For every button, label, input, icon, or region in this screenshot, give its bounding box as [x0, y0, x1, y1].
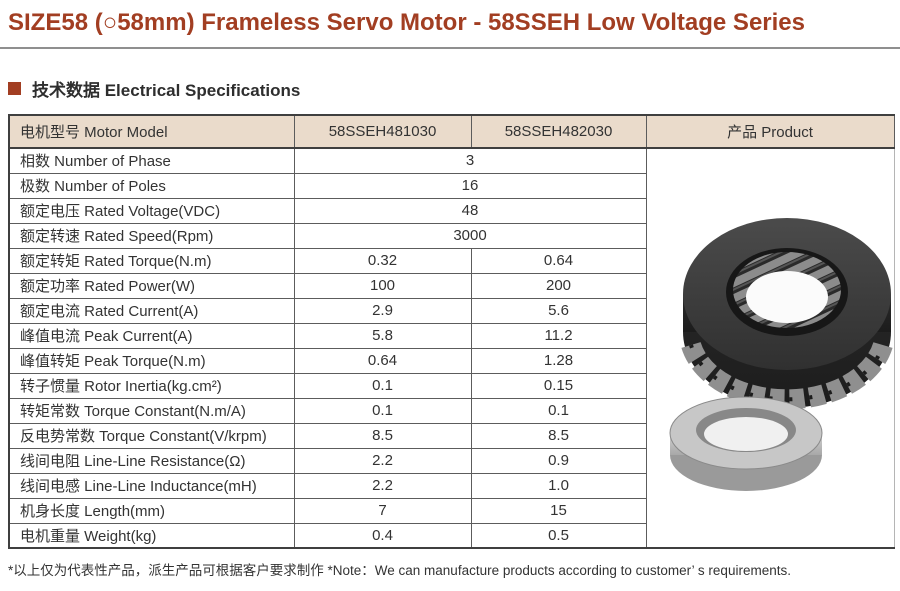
row-value: 0.5 [470, 522, 647, 549]
table-body: 相数 Number of Phase 3 [8, 147, 895, 549]
section-title: 技术数据 Electrical Specifications [32, 81, 301, 100]
row-value: 0.1 [293, 372, 472, 399]
column-header: 58SSEH482030 [470, 114, 647, 149]
rotor-ring-art [669, 396, 823, 491]
row-label: 极数 Number of Poles [8, 172, 295, 199]
row-value: 2.2 [293, 447, 472, 474]
row-label: 转子惯量 Rotor Inertia(kg.cm²) [8, 372, 295, 399]
row-value: 0.4 [293, 522, 472, 549]
row-value: 5.6 [470, 297, 647, 324]
row-value: 0.1 [470, 397, 647, 424]
row-label: 相数 Number of Phase [8, 147, 295, 174]
column-header: 产品 Product [645, 114, 895, 149]
row-value: 11.2 [470, 322, 647, 349]
row-value: 0.15 [470, 372, 647, 399]
row-value: 0.64 [293, 347, 472, 374]
row-value: 1.0 [470, 472, 647, 499]
row-value: 0.32 [293, 247, 472, 274]
datasheet-page: SIZE58 (○58mm) Frameless Servo Motor - 5… [0, 9, 900, 578]
table-row: 相数 Number of Phase 3 [8, 147, 895, 549]
row-value: 0.1 [293, 397, 472, 424]
row-value-merged: 16 [293, 172, 647, 199]
table-row: 额定电流 Rated Current(A) 2.9 5.6 [8, 297, 894, 324]
table-header-row: 电机型号 Motor Model 58SSEH481030 58SSEH482030… [8, 114, 895, 149]
row-label: 机身长度 Length(mm) [8, 497, 295, 524]
table-row: 转矩常数 Torque Constant(N.m/A) 0.1 0.1 [8, 397, 894, 424]
row-value-merged: 3 [293, 147, 647, 174]
row-value-merged: 3000 [293, 222, 647, 249]
table-row: 转子惯量 Rotor Inertia(kg.cm²) 0.1 0.15 [8, 372, 894, 399]
row-label: 峰值转矩 Peak Torque(N.m) [8, 347, 295, 374]
row-value: 200 [470, 272, 647, 299]
row-value: 5.8 [293, 322, 472, 349]
row-value: 100 [293, 272, 472, 299]
row-value: 8.5 [293, 422, 472, 449]
electrical-specifications-table: 电机型号 Motor Model 58SSEH481030 58SSEH482030… [8, 114, 895, 549]
row-label: 额定转速 Rated Speed(Rpm) [8, 222, 295, 249]
row-label: 转矩常数 Torque Constant(N.m/A) [8, 397, 295, 424]
table-row: 线间电阻 Line-Line Resistance(Ω) 2.2 0.9 [8, 447, 894, 474]
row-label: 额定转矩 Rated Torque(N.m) [8, 247, 295, 274]
row-label: 线间电感 Line-Line Inductance(mH) [8, 472, 295, 499]
title-divider [0, 47, 900, 49]
row-value: 2.9 [293, 297, 472, 324]
row-label: 额定电流 Rated Current(A) [8, 297, 295, 324]
table-row: 机身长度 Length(mm) 7 15 [8, 497, 894, 524]
page-title: SIZE58 (○58mm) Frameless Servo Motor - 5… [8, 9, 805, 36]
footnote: *以上仅为代表性产品，派生产品可根据客户要求制作 *Note：We can ma… [8, 563, 791, 578]
row-value: 15 [470, 497, 647, 524]
row-value: 1.28 [470, 347, 647, 374]
row-label: 峰值电流 Peak Current(A) [8, 322, 295, 349]
table-row: 额定转速 Rated Speed(Rpm) 3000 [8, 222, 894, 249]
row-label: 电机重量 Weight(kg) [8, 522, 295, 549]
table-row: 线间电感 Line-Line Inductance(mH) 2.2 1.0 [8, 472, 894, 499]
table-row: 电机重量 Weight(kg) 0.4 0.5 [8, 522, 894, 549]
product-photo [669, 218, 893, 491]
column-header: 电机型号 Motor Model [8, 114, 295, 149]
section-bullet-icon [8, 82, 21, 95]
table-row: 峰值电流 Peak Current(A) 5.8 11.2 [8, 322, 894, 349]
table-header: 电机型号 Motor Model 58SSEH481030 58SSEH482030… [8, 114, 895, 149]
product-photo-cell [645, 147, 895, 549]
row-value: 2.2 [293, 472, 472, 499]
section-header: 技术数据 Electrical Specifications [8, 76, 892, 101]
row-value-merged: 48 [293, 197, 647, 224]
table-row: 额定转矩 Rated Torque(N.m) 0.32 0.64 [8, 247, 894, 274]
row-value: 0.64 [470, 247, 647, 274]
row-value: 7 [293, 497, 472, 524]
row-label: 额定功率 Rated Power(W) [8, 272, 295, 299]
column-header: 58SSEH481030 [293, 114, 472, 149]
row-value: 0.9 [470, 447, 647, 474]
row-value: 8.5 [470, 422, 647, 449]
row-label: 反电势常数 Torque Constant(V/krpm) [8, 422, 295, 449]
stator-ring-art [681, 218, 893, 410]
row-label: 线间电阻 Line-Line Resistance(Ω) [8, 447, 295, 474]
row-label: 额定电压 Rated Voltage(VDC) [8, 197, 295, 224]
